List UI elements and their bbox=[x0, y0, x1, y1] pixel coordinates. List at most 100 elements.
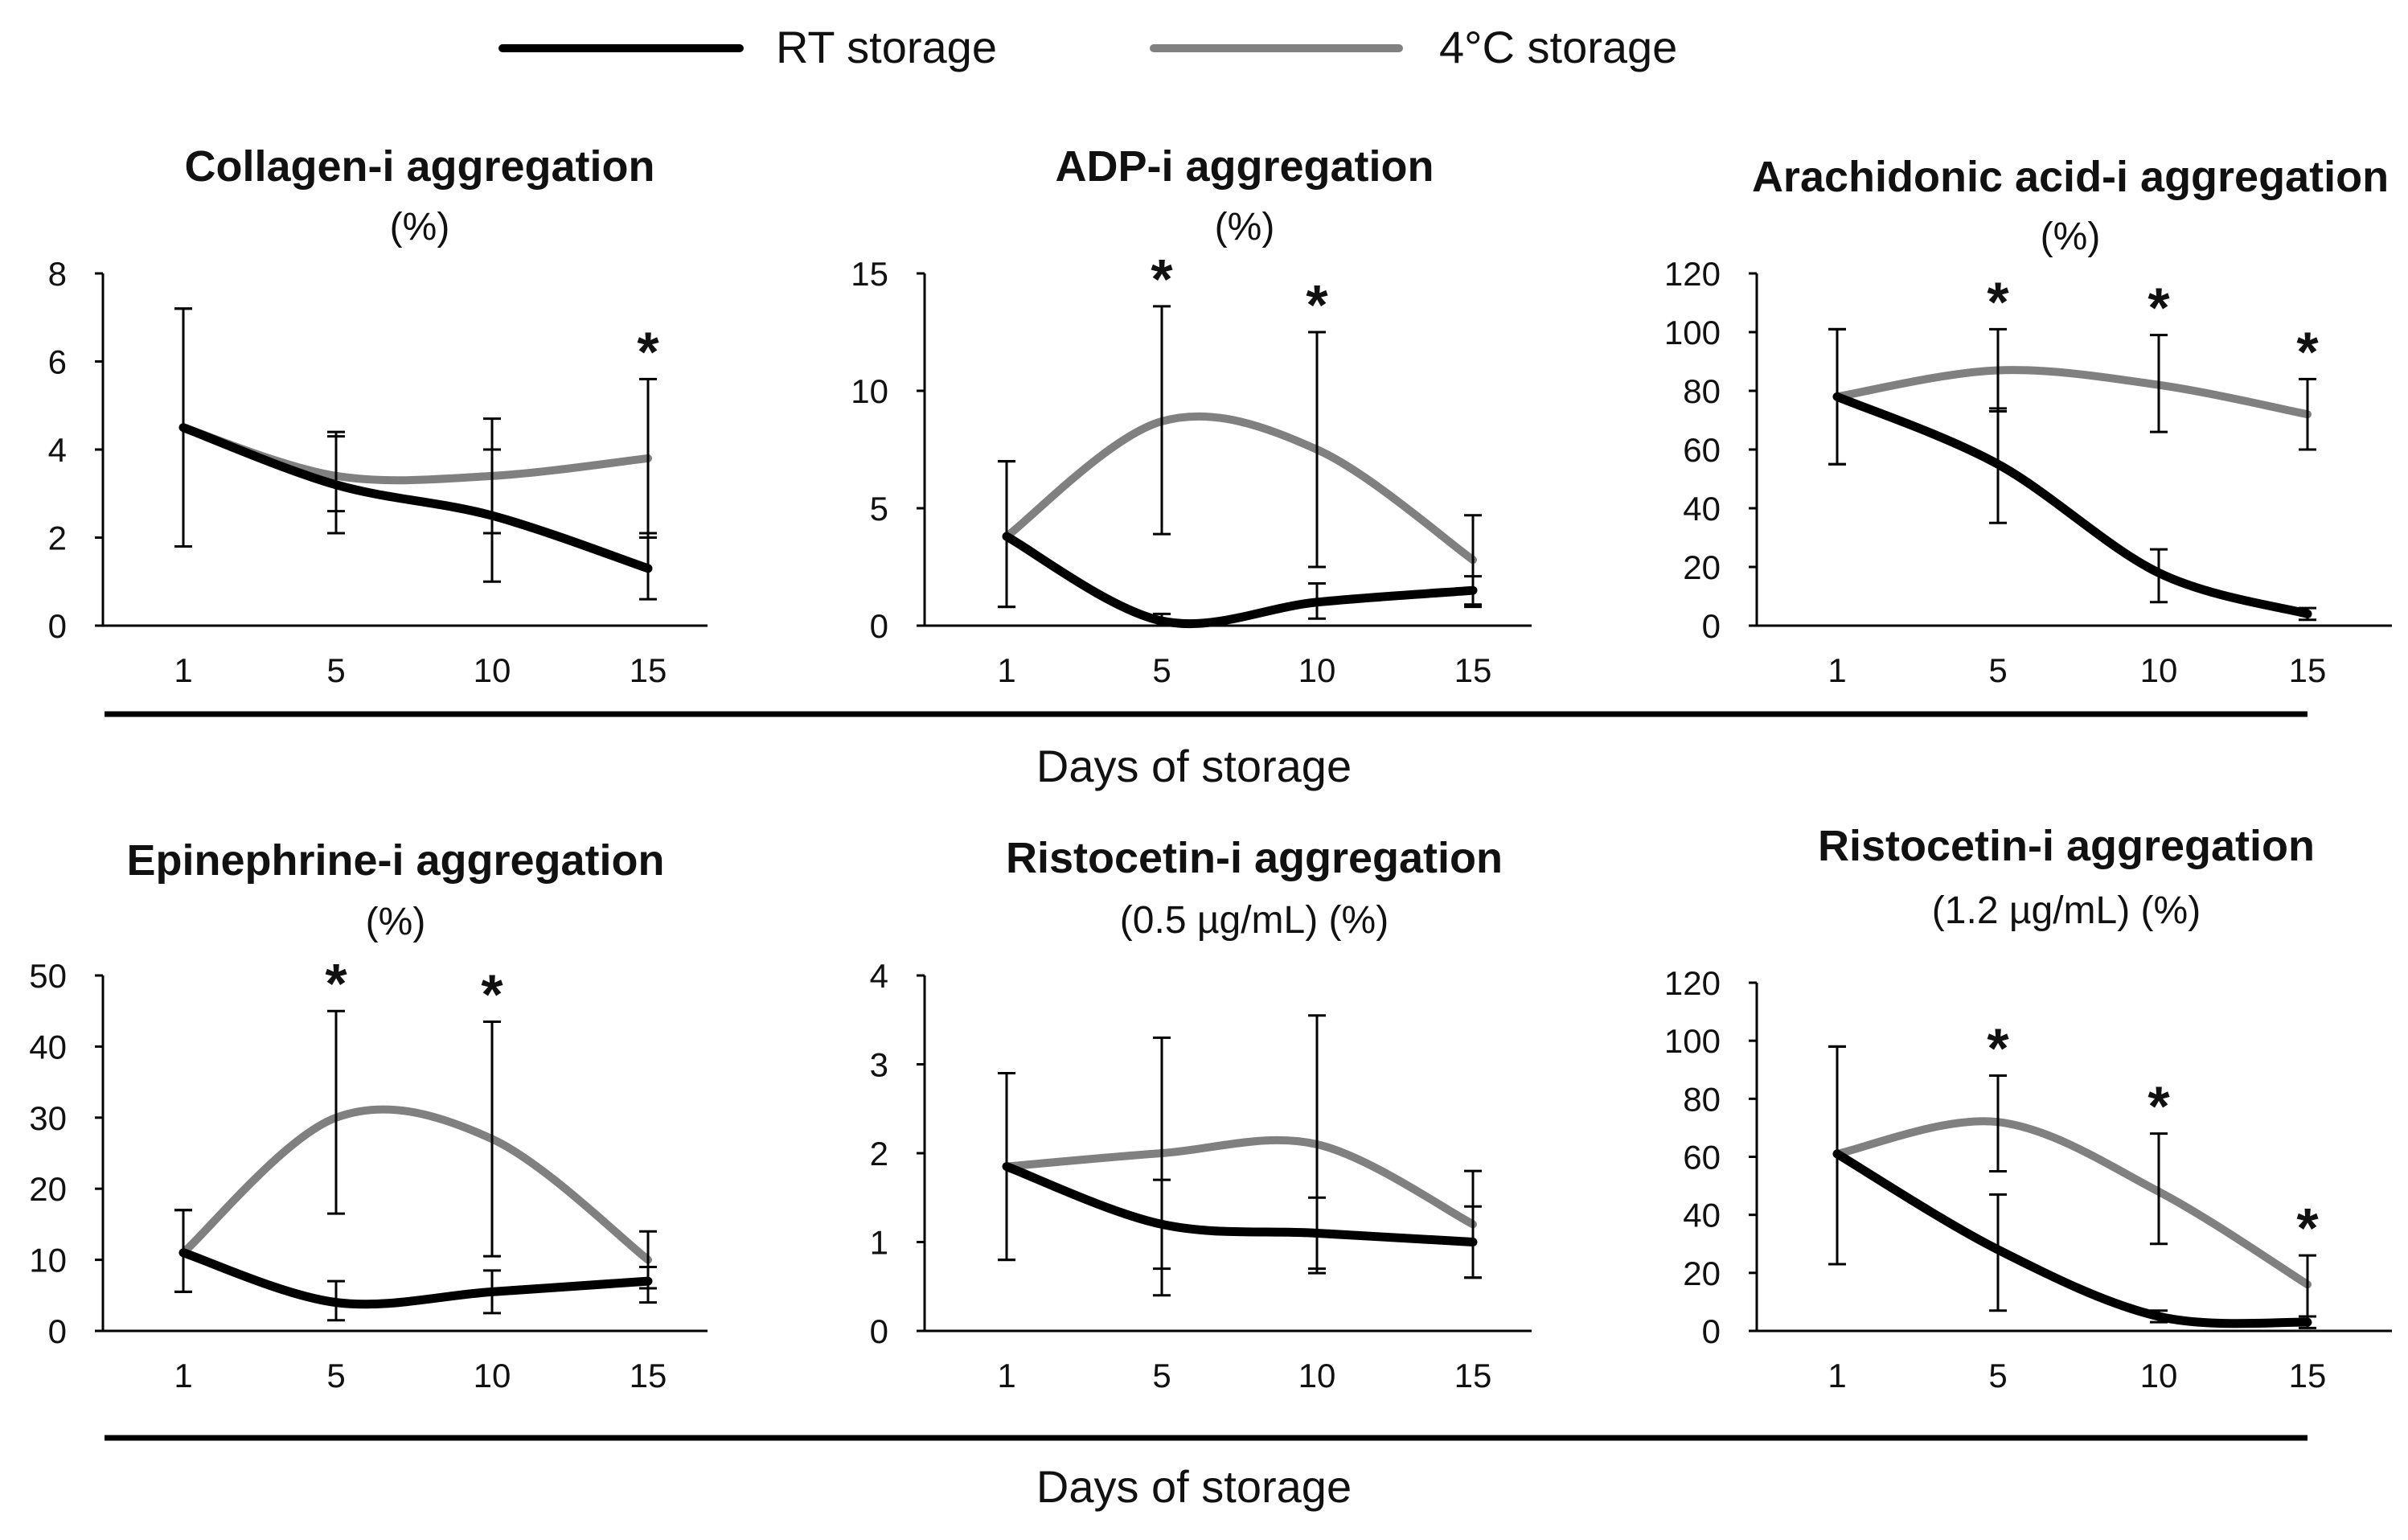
x-tick-label: 1 bbox=[1828, 1357, 1846, 1394]
rt-series-line bbox=[178, 423, 653, 573]
x-tick-label: 10 bbox=[1298, 651, 1336, 689]
cold-series-line bbox=[1833, 1117, 2312, 1289]
rt-error-bar bbox=[1989, 1193, 2007, 1312]
cold-error-bar bbox=[1153, 305, 1171, 536]
y-tick-label: 3 bbox=[870, 1046, 888, 1084]
x-tick-label: 15 bbox=[1454, 1357, 1492, 1394]
y-tick-label: 10 bbox=[29, 1242, 67, 1279]
cold-error-bar bbox=[2150, 334, 2168, 433]
y-tick-label: 4 bbox=[48, 431, 67, 469]
cold-series-line bbox=[179, 1105, 652, 1264]
panel-title: Epinephrine-i aggregation bbox=[126, 836, 664, 885]
significance-star: * bbox=[2148, 277, 2170, 339]
rt-error-bar bbox=[2150, 1309, 2168, 1324]
chart-panel-4: Epinephrine-i aggregation (%) 0 10 20 30 40 50 1… bbox=[29, 836, 708, 1394]
cold-error-bar bbox=[327, 1009, 345, 1215]
x-tick-label: 5 bbox=[1988, 651, 2007, 689]
cold-error-bar bbox=[483, 417, 501, 535]
x-tick-label: 5 bbox=[326, 651, 345, 689]
cold-error-bar bbox=[998, 1072, 1015, 1262]
cold-error-bar bbox=[174, 307, 192, 548]
panel-subtitle: (%) bbox=[390, 206, 450, 248]
y-tick-label: 60 bbox=[1683, 1139, 1721, 1177]
y-tick-label: 30 bbox=[29, 1099, 67, 1137]
cold-error-bar bbox=[483, 1020, 501, 1258]
cold-error-bar bbox=[2150, 1132, 2168, 1246]
x-tick-label: 15 bbox=[2289, 651, 2327, 689]
significance-star: * bbox=[481, 963, 503, 1025]
y-tick-label: 20 bbox=[1683, 548, 1721, 586]
panel-title: Ristocetin-i aggregation bbox=[1006, 834, 1503, 882]
significance-star: * bbox=[1306, 273, 1328, 336]
cold-series-line bbox=[1833, 366, 2312, 419]
panel-subtitle: (1.2 µg/mL) (%) bbox=[1932, 889, 2201, 932]
rt-error-bar bbox=[483, 1269, 501, 1315]
panel-title: Collagen-i aggregation bbox=[184, 142, 654, 191]
chart-panel-3: Arachidonic acid-i aggregation (%) 0 20 40 60… bbox=[1664, 153, 2392, 689]
significance-star: * bbox=[1987, 270, 2009, 333]
rt-series-line bbox=[178, 1248, 653, 1309]
cold-series-line bbox=[1003, 412, 1477, 565]
y-tick-label: 60 bbox=[1683, 431, 1721, 469]
rt-error-bar bbox=[2150, 548, 2168, 604]
rt-error-bar bbox=[1153, 612, 1171, 627]
significance-star: * bbox=[637, 320, 659, 383]
x-tick-label: 10 bbox=[1298, 1357, 1336, 1394]
x-tick-label: 1 bbox=[1828, 651, 1846, 689]
y-tick-label: 120 bbox=[1664, 255, 1721, 293]
x-tick-label: 10 bbox=[2140, 651, 2178, 689]
y-tick-label: 40 bbox=[1683, 490, 1721, 528]
x-tick-label: 10 bbox=[474, 1357, 511, 1394]
y-tick-label: 0 bbox=[1702, 607, 1721, 645]
y-tick-label: 0 bbox=[870, 1312, 888, 1350]
x-tick-label: 1 bbox=[997, 651, 1015, 689]
x-tick-label: 10 bbox=[474, 651, 511, 689]
cold-series-line bbox=[1003, 1135, 1477, 1229]
x-axis-title-top: Days of storage bbox=[1036, 741, 1352, 791]
panel-subtitle: (0.5 µg/mL) (%) bbox=[1120, 899, 1389, 942]
cold-error-bar bbox=[998, 460, 1015, 609]
cold-error-bar bbox=[639, 1230, 657, 1290]
chart-panel-5: Ristocetin-i aggregation (0.5 µg/mL) (%) 0… bbox=[870, 834, 1532, 1394]
significance-star: * bbox=[1987, 1016, 2009, 1079]
cold-error-bar bbox=[327, 435, 345, 535]
y-tick-label: 2 bbox=[48, 519, 67, 557]
cold-error-bar bbox=[1828, 327, 1846, 466]
y-tick-label: 0 bbox=[870, 607, 888, 645]
x-tick-label: 1 bbox=[997, 1357, 1015, 1394]
y-tick-label: 80 bbox=[1683, 372, 1721, 410]
y-tick-label: 20 bbox=[29, 1170, 67, 1208]
x-tick-label: 1 bbox=[174, 1357, 192, 1394]
cold-error-bar bbox=[1308, 331, 1326, 569]
panel-subtitle: (%) bbox=[1215, 206, 1275, 248]
significance-star: * bbox=[325, 952, 347, 1015]
x-tick-label: 15 bbox=[1454, 651, 1492, 689]
y-tick-label: 0 bbox=[48, 1312, 67, 1350]
y-tick-label: 50 bbox=[29, 957, 67, 995]
y-tick-label: 40 bbox=[1683, 1197, 1721, 1234]
significance-star: * bbox=[1151, 248, 1173, 310]
y-tick-label: 40 bbox=[29, 1028, 67, 1066]
y-tick-label: 100 bbox=[1664, 1022, 1721, 1060]
rt-series-line bbox=[1002, 532, 1478, 629]
rt-series-line bbox=[1832, 1149, 2312, 1329]
significance-star: * bbox=[2296, 320, 2319, 383]
y-tick-label: 1 bbox=[870, 1224, 888, 1262]
y-tick-label: 2 bbox=[870, 1135, 888, 1172]
rt-error-bar bbox=[1308, 581, 1326, 620]
panel-title: Ristocetin-i aggregation bbox=[1818, 822, 2315, 870]
y-tick-label: 0 bbox=[1702, 1312, 1721, 1350]
cold-error-bar bbox=[1464, 514, 1482, 606]
rt-error-bar bbox=[2299, 606, 2316, 622]
y-tick-label: 0 bbox=[48, 607, 67, 645]
significance-star: * bbox=[2148, 1075, 2170, 1138]
cold-error-bar bbox=[1989, 327, 2007, 413]
rt-series-line bbox=[1002, 1162, 1478, 1246]
cold-error-bar bbox=[1464, 1169, 1482, 1279]
cold-error-bar bbox=[1308, 1014, 1326, 1271]
x-tick-label: 15 bbox=[630, 651, 667, 689]
panel-title: ADP-i aggregation bbox=[1055, 142, 1434, 191]
cold-error-bar bbox=[2299, 377, 2316, 451]
